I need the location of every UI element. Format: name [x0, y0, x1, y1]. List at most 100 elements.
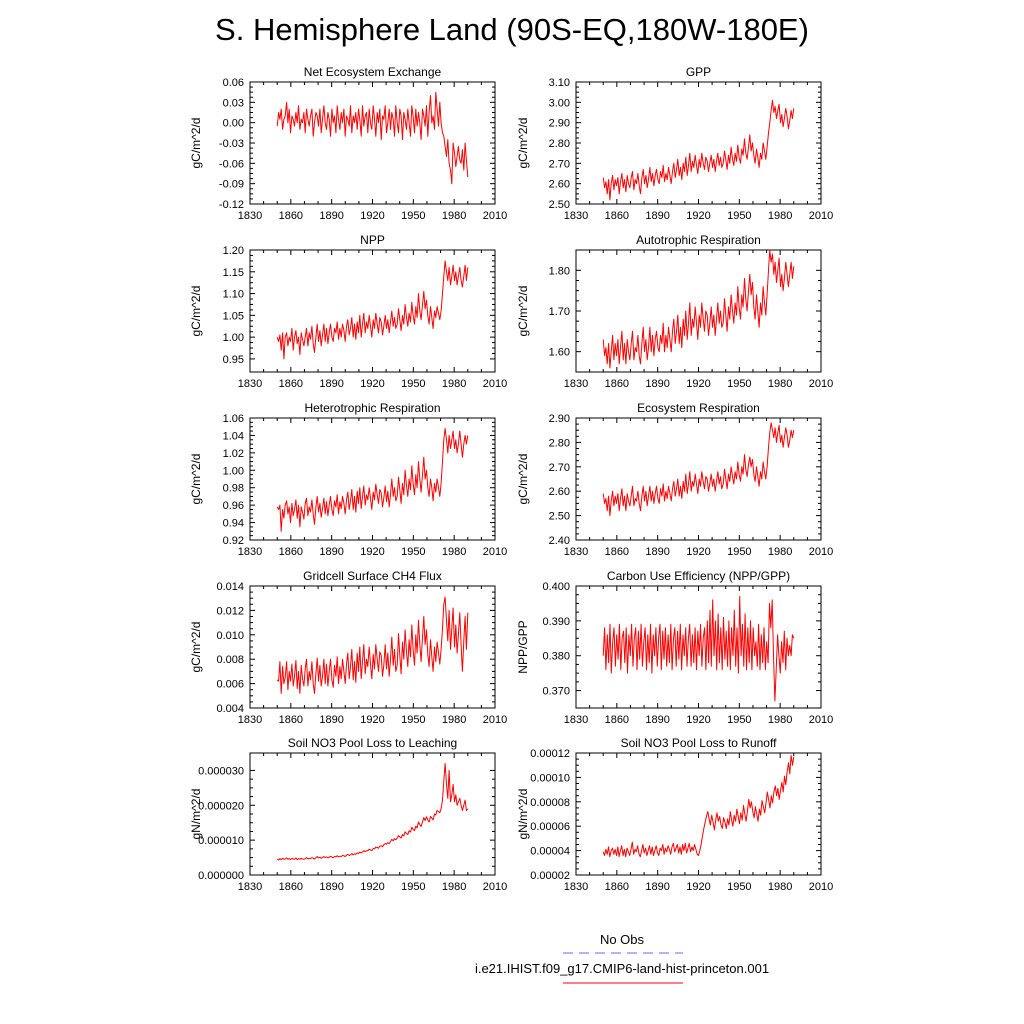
y-tick-label: 1.05: [223, 310, 244, 322]
y-tick-label: 0.00010: [530, 772, 570, 784]
y-tick-label: 1.15: [223, 267, 244, 279]
x-tick-label: 1860: [605, 210, 629, 222]
y-tick-label: 2.70: [549, 462, 570, 474]
x-tick-label: 1890: [319, 378, 343, 390]
plot-frame: [575, 752, 822, 876]
y-tick-label: 0.000000: [198, 870, 244, 882]
y-tick-label: 0.00002: [530, 870, 570, 882]
y-tick-label: 2.90: [549, 413, 570, 425]
plot-frame: [575, 249, 822, 373]
y-tick-label: 2.90: [549, 118, 570, 130]
y-tick-label: -0.09: [219, 179, 244, 191]
chart-panel-5: Heterotrophic Respiration 1830 1860 1890 192…: [189, 401, 507, 558]
y-tick-label: 2.50: [549, 511, 570, 523]
x-tick-label: 1830: [564, 714, 588, 726]
y-axis-label: gC/m^2/d: [516, 286, 530, 337]
y-tick-label: 1.00: [223, 465, 244, 477]
x-tick-label: 1950: [401, 210, 425, 222]
x-tick-label: 1950: [401, 714, 425, 726]
x-tick-label: 1920: [686, 210, 710, 222]
x-tick-label: 1860: [605, 546, 629, 558]
y-tick-label: 2.60: [549, 179, 570, 191]
y-tick-label: 0.370: [542, 686, 570, 698]
x-tick-label: 1830: [564, 378, 588, 390]
y-tick-label: 0.00012: [530, 748, 570, 760]
x-tick-label: 1860: [279, 378, 303, 390]
x-tick-label: 1830: [238, 210, 262, 222]
x-tick-label: 1920: [360, 881, 384, 893]
x-tick-label: 1860: [279, 881, 303, 893]
x-tick-label: 1920: [686, 378, 710, 390]
x-tick-label: 1950: [401, 881, 425, 893]
x-tick-label: 1920: [686, 546, 710, 558]
legend-case-line: [563, 982, 683, 984]
x-tick-label: 1890: [645, 546, 669, 558]
chart-title: Carbon Use Efficiency (NPP/GPP): [607, 569, 790, 583]
legend-obs-line: [563, 952, 683, 954]
x-tick-label: 1980: [768, 210, 792, 222]
x-tick-label: 1860: [605, 881, 629, 893]
x-tick-label: 1950: [401, 546, 425, 558]
x-tick-label: 1950: [727, 881, 751, 893]
y-tick-label: 0.006: [216, 679, 244, 691]
y-tick-label: -0.03: [219, 138, 244, 150]
y-tick-label: 0.00006: [530, 821, 570, 833]
y-axis-label: gC/m^2/d: [189, 118, 203, 169]
x-tick-label: 2010: [809, 546, 833, 558]
x-tick-label: 1950: [401, 378, 425, 390]
x-tick-label: 2010: [483, 881, 507, 893]
chart-title: Soil NO3 Pool Loss to Leaching: [288, 736, 457, 750]
x-tick-label: 1830: [238, 378, 262, 390]
chart-title: Autotrophic Respiration: [636, 233, 761, 247]
chart-panel-6: Ecosystem Respiration 1830 1860 1890 1920 195…: [516, 401, 833, 558]
y-tick-label: 1.70: [549, 306, 570, 318]
y-tick-label: 0.004: [216, 703, 244, 715]
y-axis-label: gC/m^2/d: [516, 118, 530, 169]
y-tick-label: 0.00004: [530, 846, 570, 858]
y-tick-label: 0.94: [223, 518, 244, 530]
x-tick-label: 1980: [442, 881, 466, 893]
y-tick-label: 2.50: [549, 199, 570, 211]
chart-panel-10: Soil NO3 Pool Loss to Runoff 1830 1860 1890…: [516, 736, 833, 893]
x-tick-label: 1830: [564, 546, 588, 558]
y-tick-label: 0.400: [542, 581, 570, 593]
x-tick-label: 1980: [442, 210, 466, 222]
y-tick-label: 0.010: [216, 630, 244, 642]
x-tick-label: 1830: [564, 210, 588, 222]
y-tick-label: 1.02: [223, 448, 244, 460]
x-tick-label: 1890: [319, 881, 343, 893]
y-tick-label: 0.380: [542, 651, 570, 663]
y-tick-label: 0.96: [223, 500, 244, 512]
y-tick-label: 0.014: [216, 581, 244, 593]
chart-panel-4: Autotrophic Respiration 1830 1860 1890 1920 1…: [516, 233, 833, 390]
plot-frame: [575, 81, 822, 205]
x-tick-label: 1920: [360, 546, 384, 558]
chart-title: Net Ecosystem Exchange: [304, 65, 442, 79]
x-tick-label: 1920: [360, 210, 384, 222]
x-tick-label: 2010: [809, 714, 833, 726]
y-tick-label: 2.80: [549, 138, 570, 150]
y-tick-label: 1.04: [223, 430, 244, 442]
y-tick-label: 0.98: [223, 483, 244, 495]
x-tick-label: 1860: [279, 210, 303, 222]
chart-panel-9: Soil NO3 Pool Loss to Leaching 1830 1860 18…: [189, 736, 507, 893]
y-tick-label: 1.20: [223, 245, 244, 257]
series-line: [602, 99, 795, 201]
x-tick-label: 1950: [727, 210, 751, 222]
y-tick-label: 3.00: [549, 97, 570, 109]
x-tick-label: 1830: [238, 881, 262, 893]
y-tick-label: 0.000020: [198, 800, 244, 812]
plot-frame: [249, 752, 496, 876]
x-tick-label: 1860: [279, 714, 303, 726]
y-tick-label: -0.12: [219, 199, 244, 211]
x-tick-label: 1890: [645, 714, 669, 726]
x-tick-label: 1860: [279, 546, 303, 558]
x-tick-label: 2010: [809, 881, 833, 893]
y-axis-label: gC/m^2/d: [189, 622, 203, 673]
chart-title: NPP: [360, 233, 385, 247]
series-line: [602, 596, 795, 702]
y-axis-label: NPP/GPP: [516, 620, 530, 673]
x-tick-label: 1980: [768, 378, 792, 390]
y-axis-label: gC/m^2/d: [189, 454, 203, 505]
